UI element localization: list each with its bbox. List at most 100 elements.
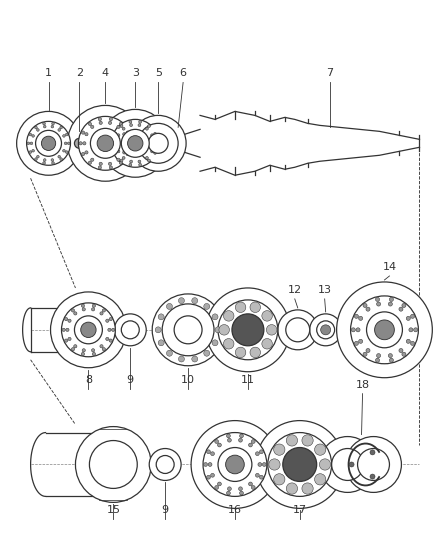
Circle shape: [60, 126, 63, 129]
Circle shape: [166, 303, 173, 310]
Circle shape: [235, 302, 246, 312]
Circle shape: [71, 348, 74, 351]
Circle shape: [122, 157, 125, 159]
Circle shape: [71, 309, 74, 312]
Circle shape: [409, 328, 413, 332]
Circle shape: [346, 437, 401, 492]
Circle shape: [66, 328, 69, 332]
Circle shape: [359, 316, 363, 320]
Circle shape: [259, 450, 263, 454]
Circle shape: [30, 142, 33, 144]
Circle shape: [106, 319, 109, 322]
Circle shape: [235, 347, 246, 358]
Circle shape: [374, 320, 394, 340]
Circle shape: [215, 327, 221, 333]
Circle shape: [158, 314, 164, 320]
Circle shape: [109, 121, 112, 125]
Circle shape: [63, 134, 65, 137]
Circle shape: [286, 318, 310, 342]
Text: 1: 1: [45, 69, 52, 78]
Circle shape: [82, 349, 85, 352]
Circle shape: [256, 421, 343, 508]
Circle shape: [70, 133, 89, 154]
Circle shape: [82, 308, 85, 311]
Circle shape: [227, 487, 231, 491]
Circle shape: [410, 341, 415, 345]
Circle shape: [354, 314, 358, 318]
Circle shape: [139, 120, 141, 123]
Circle shape: [102, 309, 106, 312]
Circle shape: [192, 356, 198, 362]
Circle shape: [156, 456, 174, 473]
Circle shape: [67, 142, 70, 144]
Circle shape: [102, 348, 106, 351]
Circle shape: [17, 111, 81, 175]
Circle shape: [64, 339, 68, 342]
Circle shape: [74, 316, 102, 344]
Circle shape: [239, 438, 242, 442]
Circle shape: [117, 134, 120, 136]
Circle shape: [74, 345, 77, 348]
Circle shape: [206, 288, 290, 372]
Circle shape: [127, 135, 143, 151]
Circle shape: [354, 341, 358, 345]
Circle shape: [123, 151, 126, 154]
Circle shape: [114, 151, 117, 155]
Circle shape: [218, 300, 278, 360]
Circle shape: [239, 487, 242, 491]
Circle shape: [215, 486, 219, 489]
Circle shape: [413, 328, 418, 332]
Circle shape: [389, 353, 392, 358]
Circle shape: [248, 443, 252, 447]
Circle shape: [399, 349, 403, 352]
Circle shape: [114, 132, 117, 135]
Circle shape: [115, 142, 118, 145]
Text: 14: 14: [382, 262, 396, 272]
Circle shape: [274, 474, 285, 485]
Circle shape: [274, 444, 285, 455]
Circle shape: [81, 322, 96, 337]
Circle shape: [58, 156, 60, 158]
Circle shape: [148, 125, 150, 127]
Text: 15: 15: [106, 505, 120, 515]
Circle shape: [320, 437, 375, 492]
Circle shape: [357, 449, 389, 480]
Circle shape: [64, 318, 68, 321]
Circle shape: [109, 339, 112, 342]
Circle shape: [98, 166, 102, 169]
Circle shape: [145, 127, 148, 130]
Circle shape: [389, 358, 393, 362]
Text: 18: 18: [356, 379, 370, 390]
Circle shape: [121, 130, 149, 157]
Circle shape: [366, 349, 370, 352]
Circle shape: [283, 448, 317, 481]
Circle shape: [106, 337, 109, 341]
Circle shape: [319, 459, 331, 470]
Circle shape: [350, 296, 418, 364]
Circle shape: [43, 159, 46, 161]
Circle shape: [108, 328, 111, 332]
Circle shape: [61, 303, 115, 357]
Circle shape: [35, 131, 61, 156]
Circle shape: [117, 125, 120, 128]
Circle shape: [101, 109, 169, 177]
Circle shape: [117, 158, 120, 161]
Circle shape: [349, 462, 354, 467]
Circle shape: [68, 319, 71, 322]
Circle shape: [85, 133, 88, 136]
Circle shape: [375, 297, 380, 302]
Circle shape: [50, 292, 126, 368]
Circle shape: [363, 303, 367, 308]
Circle shape: [262, 463, 266, 466]
Circle shape: [174, 316, 202, 344]
Circle shape: [152, 294, 224, 366]
Text: 7: 7: [326, 69, 333, 78]
Text: 12: 12: [288, 285, 302, 295]
Circle shape: [138, 160, 141, 163]
Circle shape: [278, 310, 318, 350]
Circle shape: [162, 304, 214, 356]
Circle shape: [251, 440, 255, 443]
Circle shape: [310, 314, 342, 346]
Text: 9: 9: [127, 375, 134, 385]
Circle shape: [215, 440, 219, 443]
